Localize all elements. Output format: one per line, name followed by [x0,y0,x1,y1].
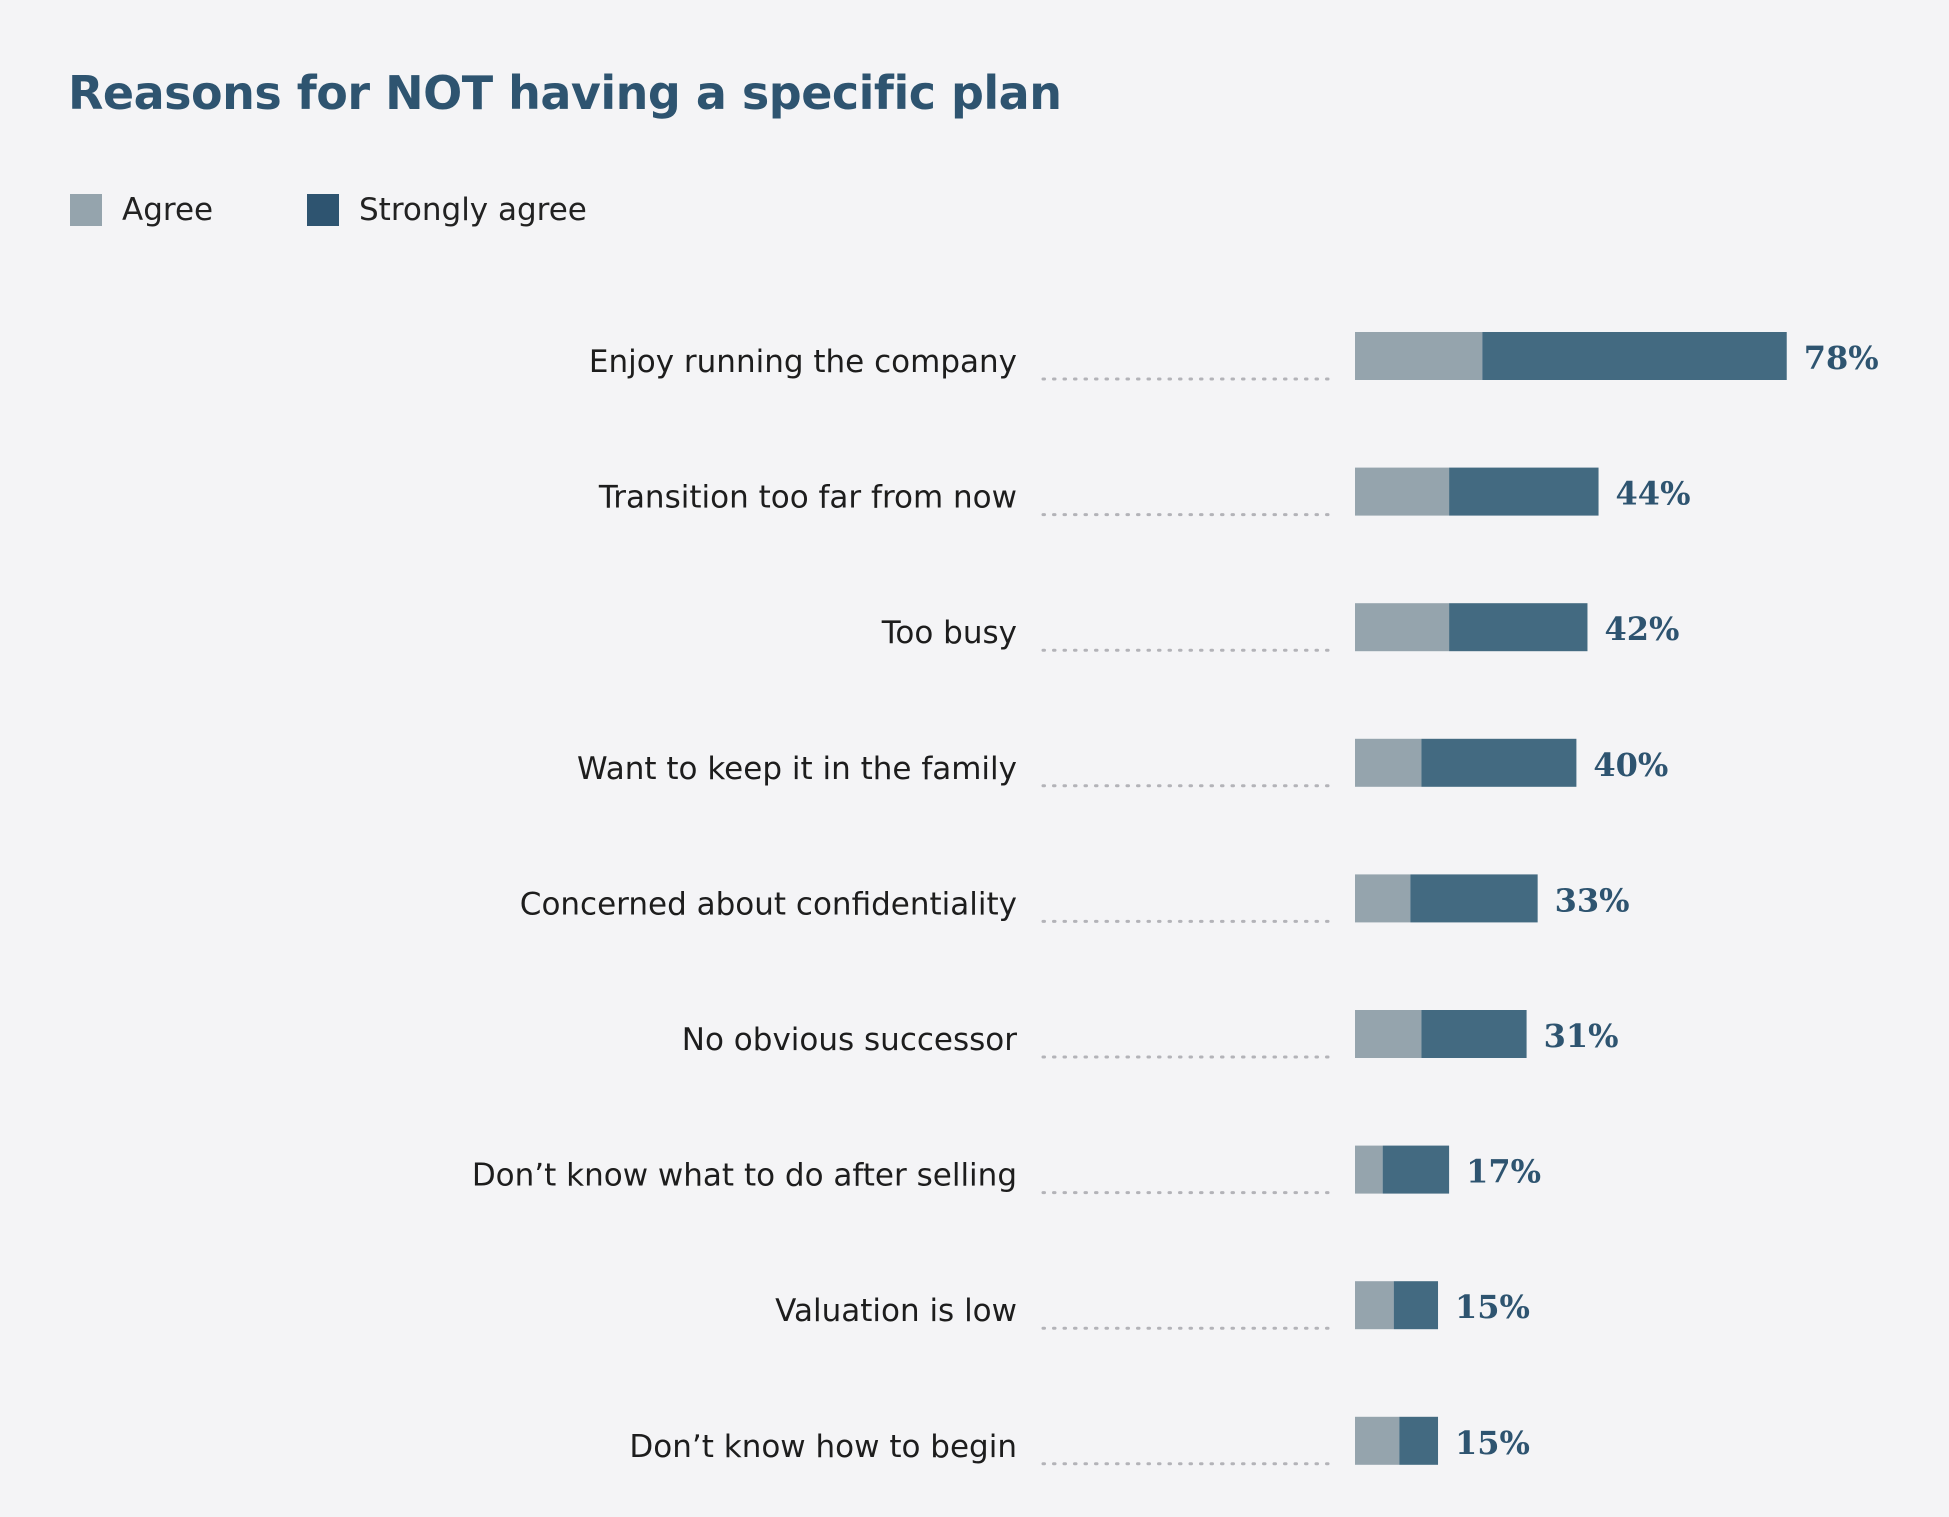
category-label: Enjoy running the company [589,344,1017,380]
value-label: 33% [1555,881,1630,919]
bar-agree [1355,874,1411,923]
category-label: Don’t know how to begin [629,1429,1017,1465]
bar-strongly-agree [1421,1010,1527,1058]
bar-agree [1355,332,1483,380]
bar-agree [1355,1416,1400,1465]
bar-agree [1355,1145,1383,1194]
category-label: Transition too far from now [598,480,1017,516]
value-label: 44% [1616,475,1691,513]
value-label: 15% [1455,1424,1530,1462]
bar-strongly-agree [1410,874,1538,923]
bar-agree [1355,1281,1394,1330]
category-label: Too busy [881,615,1017,651]
bar-strongly-agree [1399,1416,1439,1465]
bar-agree [1355,467,1450,516]
bar-strongly-agree [1482,332,1787,380]
legend-item-agree: Agree [70,192,213,228]
bar-strongly-agree [1449,467,1599,516]
value-label: 78% [1804,339,1879,377]
bar-strongly-agree [1393,1281,1439,1330]
category-label: No obvious successor [682,1022,1017,1058]
bar-agree [1355,603,1450,652]
legend-label-agree: Agree [122,192,214,228]
category-label: Concerned about confidentiality [520,886,1017,922]
legend-item-strongly-agree: Strongly agree [307,192,587,228]
value-label: 17% [1466,1153,1541,1191]
bar-agree [1355,738,1422,787]
bar-strongly-agree [1421,738,1577,787]
bar-strongly-agree [1382,1145,1450,1194]
value-label: 42% [1604,610,1679,648]
legend-swatch-strongly-agree [307,194,339,226]
category-label: Don’t know what to do after selling [472,1158,1017,1194]
bar-strongly-agree [1449,603,1588,652]
value-label: 15% [1455,1288,1530,1326]
category-label: Valuation is low [775,1293,1017,1329]
value-label: 31% [1544,1017,1619,1055]
bar-agree [1355,1010,1422,1058]
chart-title: Reasons for NOT having a specific plan [68,66,1062,120]
category-label: Want to keep it in the family [577,751,1017,787]
legend-label-strongly-agree: Strongly agree [359,192,587,228]
legend-swatch-agree [70,194,102,226]
value-label: 40% [1593,746,1668,784]
